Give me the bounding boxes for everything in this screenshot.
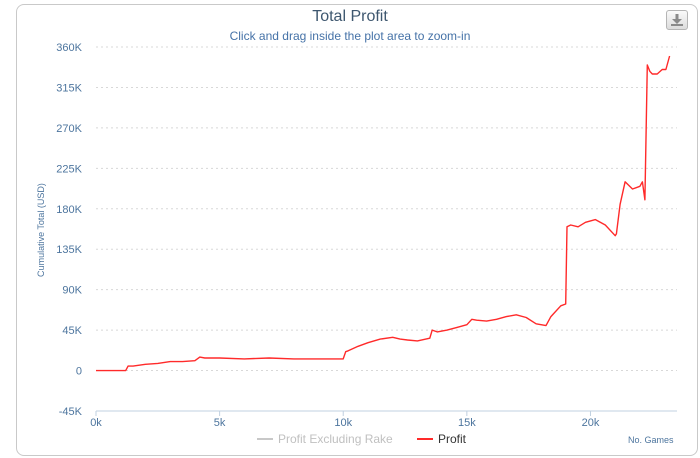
y-tick-label: 270K bbox=[56, 123, 82, 135]
legend-item-profit-excluding-rake[interactable]: Profit Excluding Rake bbox=[257, 432, 393, 446]
y-axis-ticks: -45K 0 45K 90K 135K 180K 225K 270K 315K 360K bbox=[56, 42, 82, 418]
chart-frame bbox=[16, 4, 698, 456]
chart-title: Total Profit bbox=[312, 8, 388, 25]
x-tick-label: 15k bbox=[458, 417, 476, 429]
x-tick-label: 10k bbox=[334, 417, 352, 429]
x-tick-label: 20k bbox=[582, 417, 600, 429]
grid-lines bbox=[96, 46, 677, 412]
x-tick-label: 0k bbox=[90, 417, 102, 429]
series-line-profit[interactable] bbox=[96, 55, 671, 372]
y-tick-label: 45K bbox=[62, 325, 82, 337]
y-tick-label: -45K bbox=[59, 406, 83, 418]
x-tick-label: 5k bbox=[214, 417, 226, 429]
chart-subtitle: Click and drag inside the plot area to z… bbox=[229, 29, 471, 43]
y-tick-label: 315K bbox=[56, 82, 82, 94]
y-tick-label: 90K bbox=[62, 285, 82, 297]
y-tick-label: 0 bbox=[76, 366, 82, 378]
y-tick-label: 180K bbox=[56, 204, 82, 216]
export-button[interactable] bbox=[666, 10, 688, 30]
y-tick-label: 360K bbox=[56, 42, 82, 54]
y-axis-title: Cumulative Total (USD) bbox=[36, 183, 46, 277]
y-tick-label: 225K bbox=[56, 163, 82, 175]
legend-label-profit-excluding-rake: Profit Excluding Rake bbox=[278, 432, 393, 446]
series-layer bbox=[96, 55, 671, 372]
x-axis-title: No. Games bbox=[628, 435, 674, 445]
legend: Profit Excluding Rake Profit bbox=[257, 432, 467, 446]
legend-item-profit[interactable]: Profit bbox=[417, 432, 467, 446]
y-tick-label: 135K bbox=[56, 244, 82, 256]
download-icon bbox=[671, 14, 683, 26]
legend-label-profit: Profit bbox=[438, 432, 467, 446]
x-axis: 0k 5k 10k 15k 20k bbox=[90, 410, 677, 429]
